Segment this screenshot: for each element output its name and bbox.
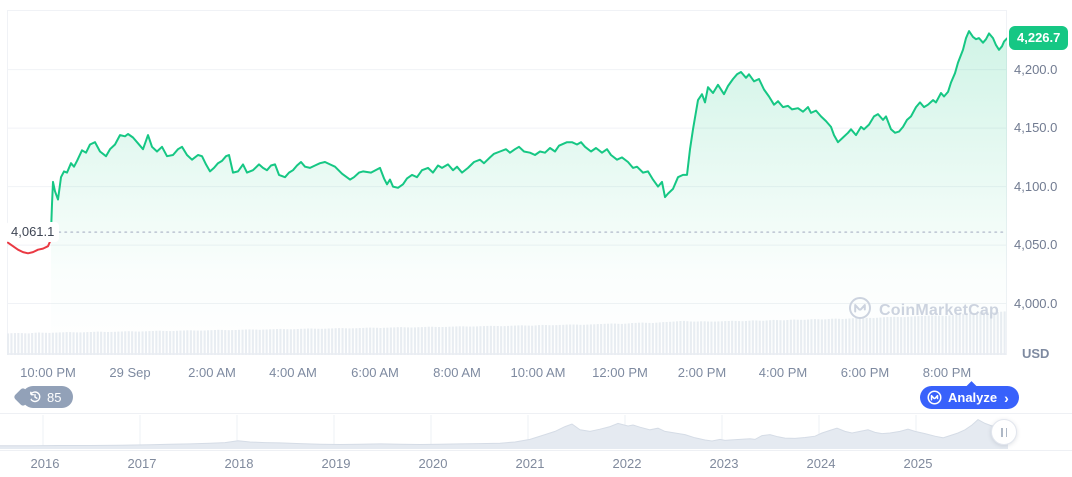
year-tick-label: 2023 [709, 456, 739, 471]
current-price-badge: 4,226.7 [1009, 26, 1069, 51]
range-drag-handle[interactable] [991, 419, 1017, 445]
coinmarketcap-watermark: CoinMarketCap [848, 296, 999, 325]
time-tick-label: 29 Sep [109, 365, 151, 380]
price-tick-label: 4,100.0 [1014, 178, 1058, 194]
handle-grip-bar [1001, 427, 1003, 437]
history-count-badge[interactable]: 85 [22, 386, 74, 408]
analyze-logo-icon [927, 390, 942, 405]
open-price-label: 4,061.1 [6, 222, 60, 243]
price-tick-label: 4,150.0 [1014, 120, 1058, 136]
time-tick-label: 4:00 PM [758, 365, 808, 380]
range-selector-svg[interactable] [0, 414, 1072, 450]
price-tick-label: 4,200.0 [1014, 61, 1058, 77]
time-tick-label: 2:00 PM [677, 365, 727, 380]
year-tick-label: 2017 [127, 456, 157, 471]
handle-grip-bar [1005, 427, 1007, 437]
analyze-label: Analyze [948, 390, 998, 405]
price-chart-svg[interactable] [7, 10, 1007, 355]
coinmarketcap-logo-icon [848, 296, 872, 325]
price-tick-label: 4,000.0 [1014, 295, 1058, 311]
chevron-right-icon: › [1004, 389, 1009, 406]
time-tick-label: 8:00 PM [922, 365, 972, 380]
time-tick-label: 8:00 AM [433, 365, 481, 380]
time-tick-label: 2:00 AM [188, 365, 236, 380]
time-tick-label: 6:00 PM [840, 365, 890, 380]
year-tick-label: 2024 [806, 456, 836, 471]
range-selector[interactable] [0, 413, 1072, 451]
year-tick-label: 2021 [515, 456, 545, 471]
time-axis: 10:00 PM 29 Sep 2:00 AM 4:00 AM 6:00 AM 8:00 … [0, 359, 1072, 384]
history-count: 85 [47, 389, 62, 405]
year-tick-label: 2016 [30, 456, 60, 471]
year-tick-label: 2022 [612, 456, 642, 471]
range-selector-years: 2016 2017 2018 2019 2020 2021 2022 2023 2024 2025 [0, 453, 1072, 477]
price-axis: 4,226.7 4,200.0 4,150.0 4,100.0 4,050.0 4,00… [1008, 0, 1072, 361]
analyze-button[interactable]: Analyze › [920, 386, 1019, 409]
history-clock-icon [28, 390, 42, 404]
year-tick-label: 2018 [224, 456, 254, 471]
time-tick-label: 12:00 PM [592, 365, 648, 380]
price-tick-label: 4,050.0 [1014, 237, 1058, 253]
watermark-text: CoinMarketCap [879, 301, 999, 319]
price-chart-plot[interactable] [7, 10, 1007, 355]
time-tick-label: 4:00 AM [269, 365, 317, 380]
time-tick-label: 10:00 PM [20, 365, 76, 380]
time-tick-label: 10:00 AM [510, 365, 566, 380]
time-tick-label: 6:00 AM [351, 365, 399, 380]
year-tick-label: 2020 [418, 456, 448, 471]
year-tick-label: 2019 [321, 456, 351, 471]
currency-label: USD [1022, 346, 1050, 361]
year-tick-label: 2025 [903, 456, 933, 471]
